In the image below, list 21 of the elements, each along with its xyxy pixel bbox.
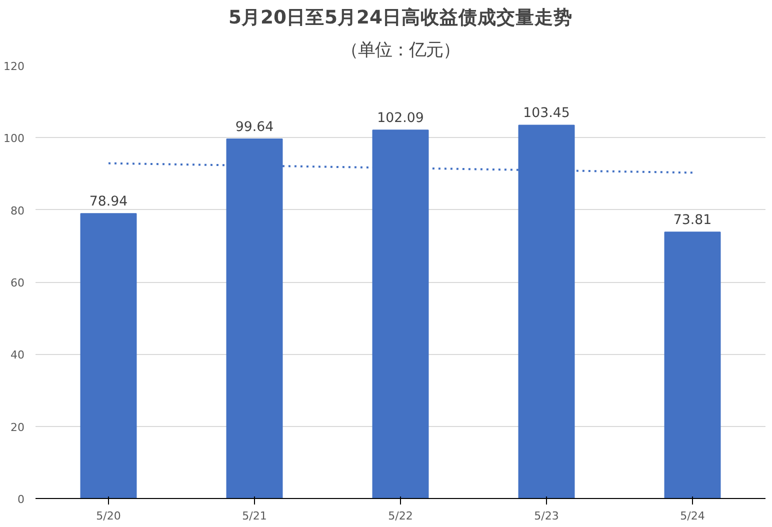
- bar: [80, 213, 137, 498]
- data-label: 99.64: [235, 120, 274, 135]
- data-label: 103.45: [523, 106, 570, 122]
- x-tick-label: 5/22: [388, 510, 413, 522]
- chart-title: 5月20日至5月24日高收益债成交量走势: [228, 6, 572, 28]
- x-tick-label: 5/20: [96, 510, 121, 522]
- y-tick-label: 20: [10, 420, 25, 434]
- data-label: 78.94: [89, 194, 128, 210]
- y-tick-label: 60: [10, 276, 25, 290]
- bar: [664, 232, 721, 498]
- y-tick-label: 100: [4, 132, 25, 146]
- y-tick-label: 120: [4, 60, 25, 73]
- data-label: 102.09: [377, 111, 424, 126]
- y-tick-label: 40: [10, 348, 25, 362]
- data-label: 73.81: [673, 213, 712, 228]
- x-tick-label: 5/24: [680, 510, 705, 522]
- chart-subtitle: （单位：亿元）: [341, 40, 460, 60]
- y-tick-label: 0: [18, 493, 24, 506]
- x-tick-label: 5/21: [242, 510, 267, 522]
- x-tick-label: 5/23: [534, 510, 559, 522]
- y-tick-label: 80: [10, 204, 25, 218]
